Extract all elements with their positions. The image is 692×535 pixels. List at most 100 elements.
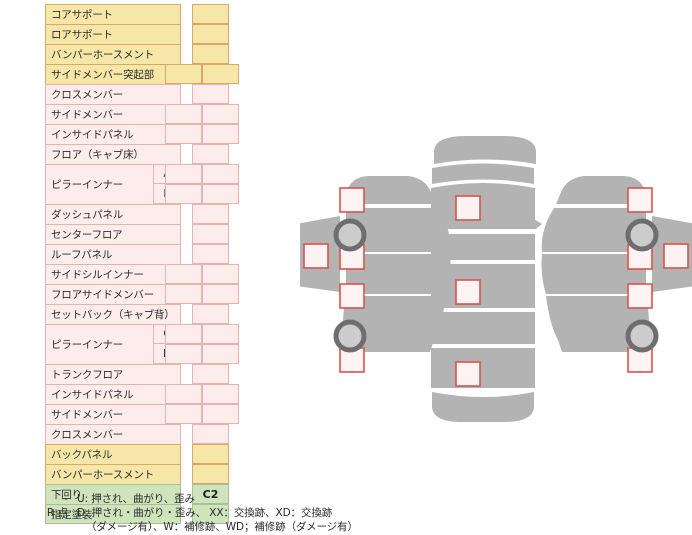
damage-marker-top-2[interactable]	[455, 279, 481, 305]
right-panel-front-door	[541, 208, 646, 252]
damage-cell[interactable]	[202, 344, 239, 364]
damage-cell[interactable]	[202, 384, 239, 404]
part-row: 指定塗装	[45, 504, 181, 524]
part-row: インサイドパネル	[45, 124, 181, 144]
damage-cell[interactable]	[202, 64, 239, 84]
damage-cell[interactable]	[202, 284, 239, 304]
part-row: バンパーホースメント	[45, 464, 181, 484]
damage-marker-right-5[interactable]	[663, 243, 689, 269]
part-label: ルーフパネル	[51, 249, 113, 261]
damage-cell[interactable]	[192, 424, 229, 444]
damage-cell[interactable]	[192, 304, 229, 324]
damage-cell[interactable]	[192, 224, 229, 244]
part-label: バンパーホースメント	[51, 469, 154, 481]
damage-cell[interactable]	[165, 264, 202, 284]
top-view	[424, 136, 542, 422]
damage-cell[interactable]	[165, 64, 202, 84]
part-row: バックパネル	[45, 444, 181, 464]
damage-cell[interactable]	[165, 104, 202, 124]
damage-cell[interactable]	[165, 124, 202, 144]
right-panel-front-top	[556, 176, 644, 204]
damage-cell[interactable]	[192, 84, 229, 104]
damage-cell[interactable]	[192, 464, 229, 484]
damage-marker-right-3[interactable]	[627, 283, 653, 309]
damage-cell[interactable]	[202, 264, 239, 284]
left-panel-front-door	[346, 208, 451, 252]
part-label: サイドシルインナー	[51, 269, 144, 281]
damage-cell[interactable]	[192, 44, 229, 64]
damage-cell[interactable]	[202, 104, 239, 124]
damage-marker-right-1[interactable]	[627, 187, 653, 213]
part-label: サイドメンバー	[51, 409, 124, 421]
wheel-front-right	[625, 218, 659, 252]
part-row: バンパーホースメント	[45, 44, 181, 64]
left-panel-front-top	[348, 176, 436, 204]
part-row: コアサポート	[45, 4, 181, 24]
part-row: ピラーインナーCD	[45, 324, 181, 364]
part-row: フロア（キャブ床）	[45, 144, 181, 164]
right-panel-rear-quarter	[546, 296, 649, 352]
car-diagram-svg	[296, 136, 692, 422]
damage-marker-left-1[interactable]	[339, 187, 365, 213]
part-label: サイドメンバー突起部	[51, 69, 154, 81]
damage-cell[interactable]	[192, 204, 229, 224]
damage-cell[interactable]	[192, 144, 229, 164]
legend-line-2: R 点 D: 押され・曲がり・歪み、 XX：交換跡、XD：交換跡	[26, 506, 358, 520]
legend-line-1: - U: 押され、曲がり、歪み	[26, 492, 358, 506]
part-row: ロアサポート	[45, 24, 181, 44]
part-label: バックパネル	[51, 449, 113, 461]
damage-cell[interactable]	[165, 344, 202, 364]
left-panel-rear-door	[346, 254, 451, 294]
part-row: センターフロア	[45, 224, 181, 244]
damage-cell[interactable]	[192, 444, 229, 464]
part-row: サイドメンバー	[45, 104, 181, 124]
legend-value-u: U: 押され、曲がり、歪み	[77, 493, 195, 505]
part-row: セットバック（キャブ背）	[45, 304, 181, 324]
damage-cell[interactable]	[192, 24, 229, 44]
part-label: トランクフロア	[51, 369, 124, 381]
damage-cell[interactable]	[165, 404, 202, 424]
legend-line-3: （ダメージ有）、W：補修跡、WD；補修跡（ダメージ有）	[86, 521, 358, 533]
part-label: コアサポート	[51, 9, 113, 21]
top-rear-glass	[431, 312, 535, 344]
part-row: クロスメンバー	[45, 84, 181, 104]
legend: - U: 押され、曲がり、歪み R 点 D: 押され・曲がり・歪み、 XX：交換…	[26, 492, 358, 534]
damage-cell[interactable]: C2	[192, 484, 229, 504]
damage-cell[interactable]	[202, 324, 239, 344]
part-row: 下回り	[45, 484, 181, 504]
part-label: クロスメンバー	[51, 429, 124, 441]
damage-cell[interactable]	[165, 384, 202, 404]
damage-marker-left-3[interactable]	[339, 283, 365, 309]
part-label: ピラーインナー	[51, 179, 124, 191]
damage-cell[interactable]	[165, 164, 202, 184]
damage-marker-top-1[interactable]	[455, 195, 481, 221]
part-label: クロスメンバー	[51, 89, 124, 101]
damage-cell[interactable]	[202, 164, 239, 184]
damage-cell[interactable]	[192, 504, 229, 524]
damage-cell[interactable]	[202, 184, 239, 204]
part-label: フロア（キャブ床）	[51, 149, 144, 161]
damage-cell[interactable]	[165, 324, 202, 344]
right-panel-rear-door	[541, 254, 646, 294]
damage-cell[interactable]	[202, 404, 239, 424]
part-row: サイドシルインナー	[45, 264, 181, 284]
top-roof-front-edge	[424, 218, 542, 229]
damage-cell[interactable]	[192, 364, 229, 384]
top-windshield	[431, 183, 535, 220]
top-trunk	[431, 348, 535, 388]
part-row: ルーフパネル	[45, 244, 181, 264]
wheel-rear-right	[625, 319, 659, 353]
damage-marker-left-5[interactable]	[303, 243, 329, 269]
part-row: インサイドパネル	[45, 384, 181, 404]
damage-cell[interactable]	[202, 124, 239, 144]
damage-marker-top-3[interactable]	[455, 361, 481, 387]
damage-cell[interactable]	[165, 184, 202, 204]
top-roof-2	[431, 264, 535, 308]
part-label: 下回り	[51, 489, 82, 501]
damage-cell[interactable]	[192, 4, 229, 24]
legend-value-d: D: 押され・曲がり・歪み、 XX：交換跡、XD：交換跡	[77, 507, 333, 519]
damage-cell[interactable]	[192, 244, 229, 264]
wheel-rear-left	[333, 319, 367, 353]
left-panel-rear-quarter	[343, 296, 446, 352]
damage-cell[interactable]	[165, 284, 202, 304]
